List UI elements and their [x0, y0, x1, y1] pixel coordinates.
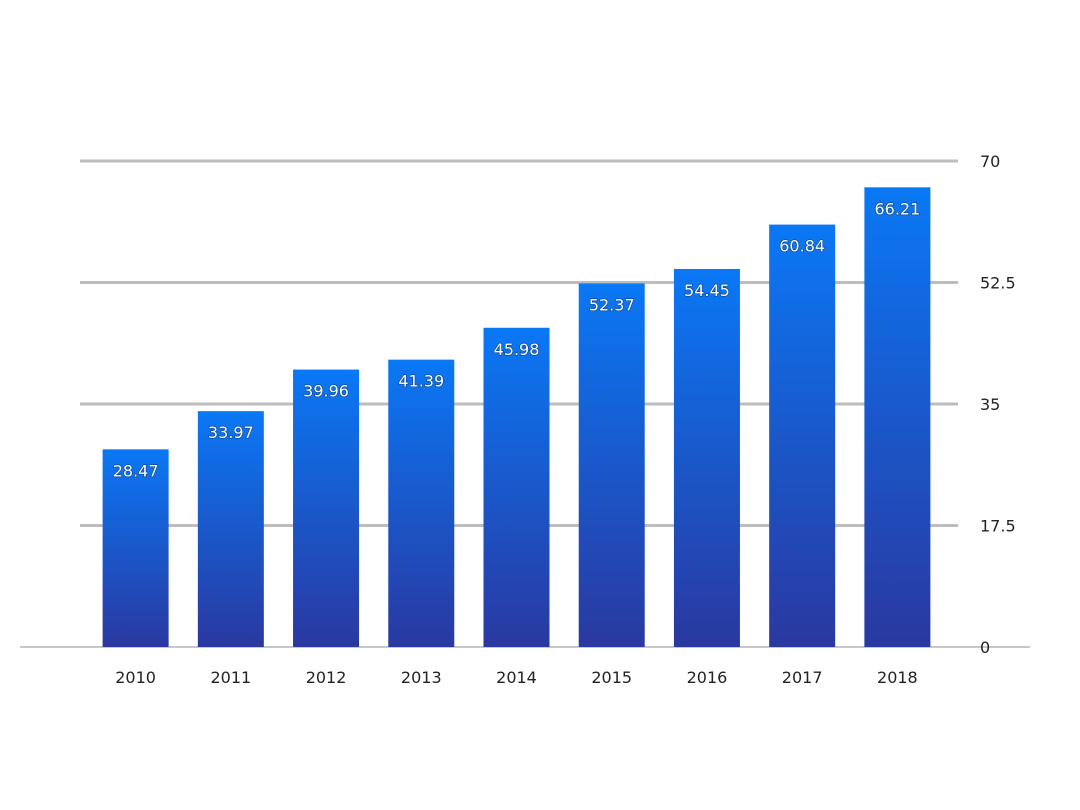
bars	[102, 187, 931, 648]
x-tick-label: 2014	[496, 668, 537, 687]
bar-2010	[102, 449, 169, 647]
data-label-2016: 54.45	[684, 281, 730, 300]
data-label-2010: 28.47	[113, 461, 159, 480]
bar-2014	[483, 327, 550, 647]
bar-2018	[864, 187, 931, 648]
bar-2011	[197, 411, 264, 647]
x-tick-label: 2012	[306, 668, 347, 687]
y-tick-label: 52.5	[980, 274, 1016, 293]
data-label-2011: 33.97	[208, 423, 254, 442]
x-tick-label: 2018	[877, 668, 918, 687]
data-label-2015: 52.37	[589, 295, 635, 314]
data-label-2013: 41.39	[398, 372, 444, 391]
bar-2015	[578, 283, 645, 647]
data-label-2012: 39.96	[303, 382, 349, 401]
data-label-2017: 60.84	[779, 237, 825, 256]
bar-2016	[673, 268, 740, 647]
y-tick-label: 35	[980, 395, 1000, 414]
x-tick-label: 2013	[401, 668, 442, 687]
y-tick-label: 0	[980, 638, 990, 657]
bar-2012	[293, 369, 360, 647]
x-tick-label: 2016	[687, 668, 728, 687]
x-tick-label: 2017	[782, 668, 823, 687]
bar-2013	[388, 359, 455, 647]
data-labels: 28.47 33.97 39.96 41.39 45.98 52.37 54.45 60.84…	[112, 199, 921, 481]
y-axis-ticks: 0 17.5 35 52.5 70	[980, 152, 1016, 657]
x-axis-ticks: 2010 2011 2012 2013 2014 2015 2016 2017 2018	[115, 668, 917, 687]
y-tick-label: 70	[980, 152, 1000, 171]
data-label-2014: 45.98	[494, 340, 540, 359]
x-tick-label: 2015	[591, 668, 632, 687]
data-label-2018: 66.21	[874, 199, 920, 218]
x-tick-label: 2011	[210, 668, 251, 687]
y-tick-label: 17.5	[980, 517, 1016, 536]
x-tick-label: 2010	[115, 668, 156, 687]
bar-2017	[769, 224, 836, 648]
